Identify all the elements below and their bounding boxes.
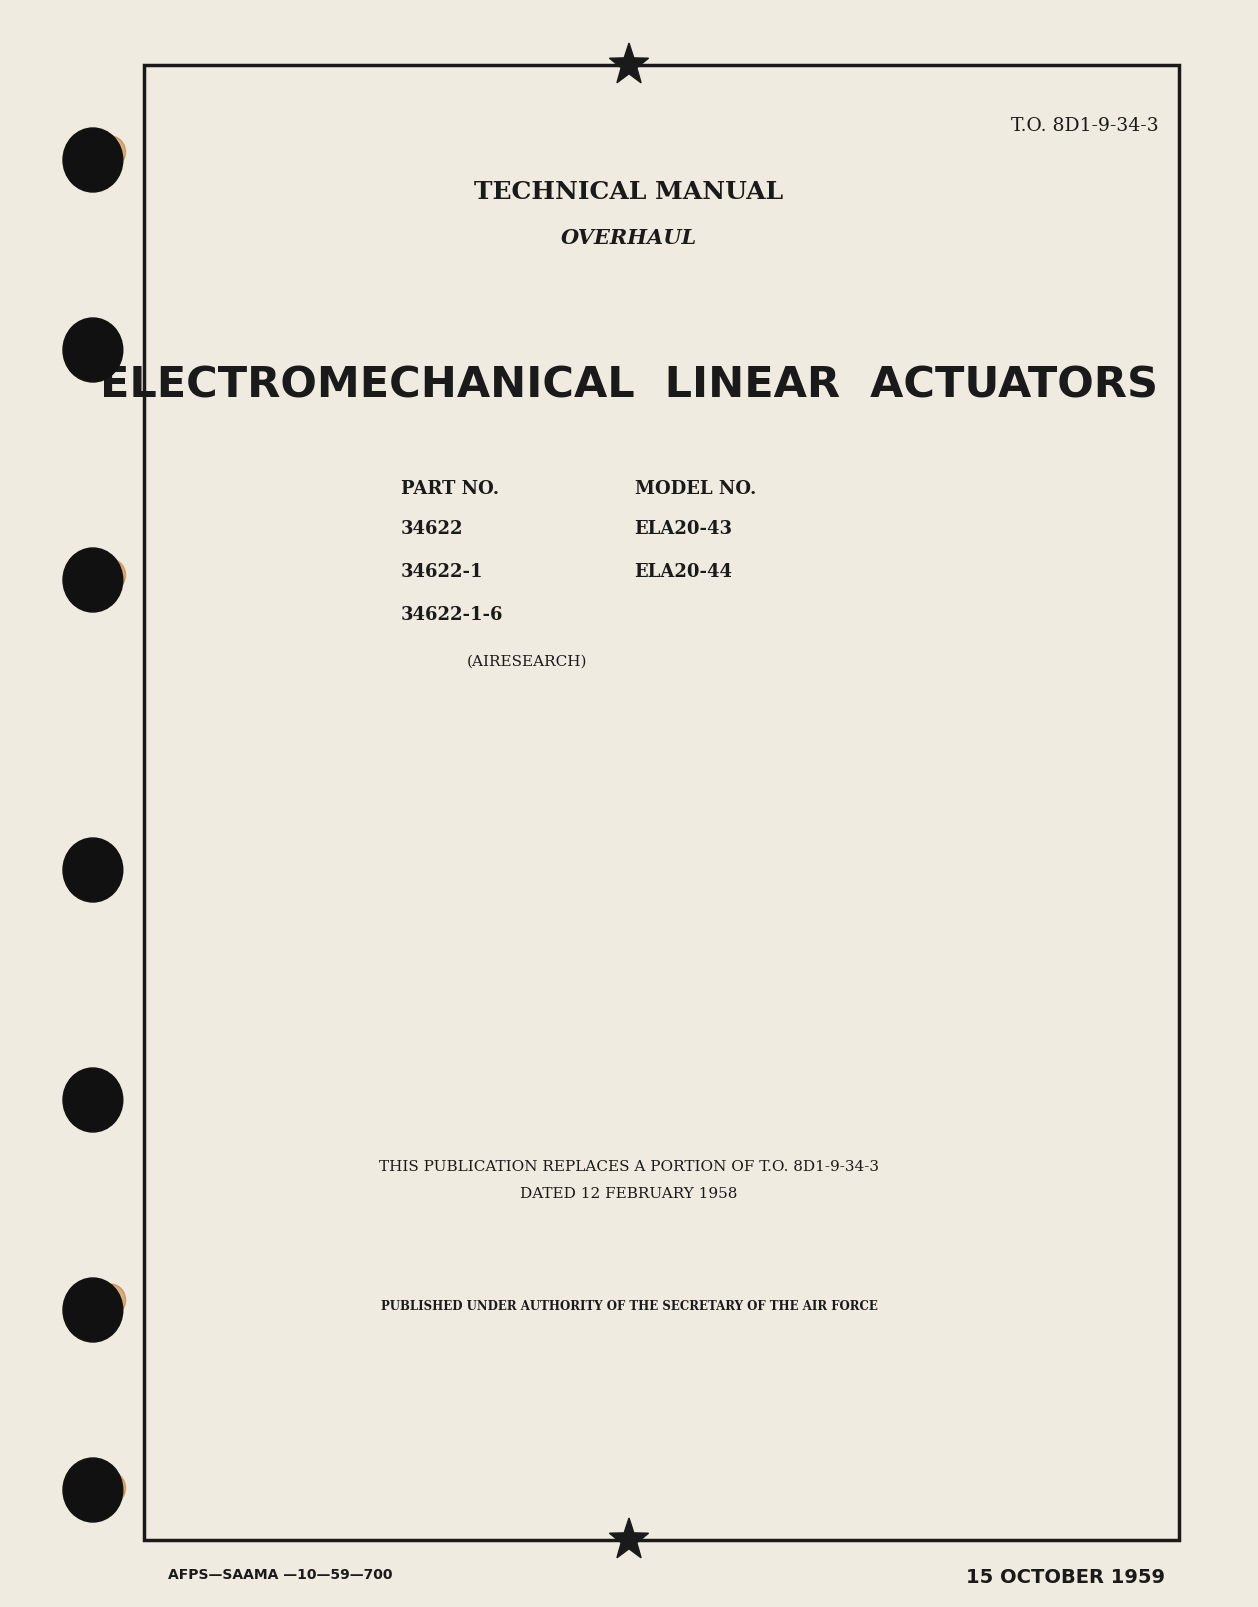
Text: DATED 12 FEBRUARY 1958: DATED 12 FEBRUARY 1958 [521, 1188, 737, 1200]
Circle shape [96, 559, 126, 591]
Text: ELA20-43: ELA20-43 [634, 521, 732, 538]
Text: TECHNICAL MANUAL: TECHNICAL MANUAL [474, 180, 784, 204]
Text: AFPS—SAAMA —10—59—700: AFPS—SAAMA —10—59—700 [167, 1568, 392, 1581]
Text: ELA20-44: ELA20-44 [634, 562, 732, 582]
Circle shape [63, 318, 123, 382]
Circle shape [63, 1458, 123, 1522]
Text: 34622-1-6: 34622-1-6 [401, 606, 503, 624]
Circle shape [63, 548, 123, 612]
Text: 34622-1: 34622-1 [401, 562, 483, 582]
Circle shape [96, 1284, 126, 1316]
Text: MODEL NO.: MODEL NO. [634, 480, 756, 498]
Circle shape [63, 1069, 123, 1131]
Text: ELECTROMECHANICAL  LINEAR  ACTUATORS: ELECTROMECHANICAL LINEAR ACTUATORS [99, 365, 1159, 407]
Text: PART NO.: PART NO. [401, 480, 499, 498]
Text: 34622: 34622 [401, 521, 464, 538]
Text: T.O. 8D1-9-34-3: T.O. 8D1-9-34-3 [1011, 117, 1159, 135]
Text: 15 OCTOBER 1959: 15 OCTOBER 1959 [966, 1568, 1165, 1588]
Circle shape [63, 837, 123, 902]
Text: PUBLISHED UNDER AUTHORITY OF THE SECRETARY OF THE AIR FORCE: PUBLISHED UNDER AUTHORITY OF THE SECRETA… [381, 1300, 877, 1313]
Bar [145, 64, 1179, 1540]
Circle shape [63, 1278, 123, 1342]
Circle shape [96, 137, 126, 169]
Circle shape [96, 1472, 126, 1504]
Text: THIS PUBLICATION REPLACES A PORTION OF T.O. 8D1-9-34-3: THIS PUBLICATION REPLACES A PORTION OF T… [379, 1160, 879, 1175]
Circle shape [63, 129, 123, 191]
Polygon shape [609, 1519, 649, 1557]
Text: OVERHAUL: OVERHAUL [561, 228, 697, 247]
Text: (AIRESEARCH): (AIRESEARCH) [467, 656, 587, 669]
Polygon shape [609, 43, 649, 84]
